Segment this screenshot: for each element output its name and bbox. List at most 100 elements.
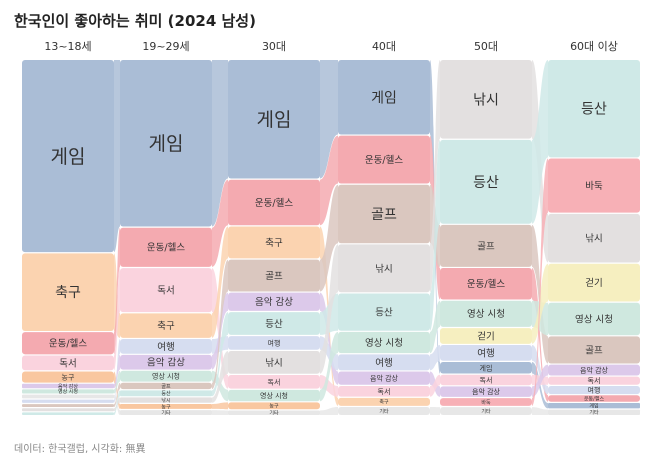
block-운동-헬스-col0 bbox=[22, 332, 114, 355]
block-골프-col1 bbox=[120, 382, 212, 390]
flow-영상-시청-3 bbox=[430, 300, 440, 354]
label-게임-col4: 게임 bbox=[480, 363, 493, 372]
block-운동-헬스-col5 bbox=[548, 395, 640, 402]
label-등산-col1: 등산 bbox=[161, 390, 171, 397]
label-등산-col5: 등산 bbox=[581, 102, 607, 118]
block-낚시-col1 bbox=[120, 397, 212, 403]
block-독서-col5 bbox=[548, 376, 640, 385]
block-여행-col4 bbox=[440, 345, 532, 361]
flow-여행-0 bbox=[114, 339, 120, 403]
label-운동-헬스-col2: 운동/헬스 bbox=[255, 198, 293, 209]
flow-골프-0 bbox=[114, 382, 120, 408]
block-게임-col0 bbox=[22, 60, 114, 253]
block-등산-col2 bbox=[228, 312, 320, 335]
block-음악-감상-col4 bbox=[440, 386, 532, 397]
label-낚시-col5: 낚시 bbox=[585, 234, 602, 245]
label-낚시-col2: 낚시 bbox=[265, 358, 282, 369]
label-운동-헬스-col5: 운동/헬스 bbox=[584, 395, 604, 402]
flow-영상-시청-0 bbox=[114, 370, 120, 394]
block-영상-시청-col2 bbox=[228, 389, 320, 402]
flow-등산-1 bbox=[212, 312, 228, 397]
label-여행-col4: 여행 bbox=[477, 347, 494, 359]
block-기타-col3 bbox=[338, 407, 430, 415]
block-기타-col0 bbox=[22, 394, 114, 399]
label-골프-col3: 골프 bbox=[371, 207, 397, 223]
column-label-0: 13~18세 bbox=[44, 40, 91, 53]
block-기타-col4 bbox=[440, 407, 532, 415]
flow-축구-1 bbox=[212, 226, 228, 338]
label-걷기-col4: 걷기 bbox=[477, 330, 494, 342]
block-여행-col1 bbox=[120, 339, 212, 354]
label-걷기-col5: 걷기 bbox=[585, 277, 602, 289]
label-운동-헬스-col1: 운동/헬스 bbox=[147, 243, 185, 254]
flow-영상-시청-2 bbox=[320, 331, 338, 402]
label-독서-col0: 독서 bbox=[59, 358, 76, 369]
block-바둑-col4 bbox=[440, 398, 532, 406]
block-낚시-col0 bbox=[22, 408, 114, 412]
flow-골프-2 bbox=[320, 184, 338, 292]
label-골프-col2: 골프 bbox=[265, 271, 283, 282]
block-등산-col3 bbox=[338, 293, 430, 331]
block-운동-헬스-col4 bbox=[440, 268, 532, 300]
block-걷기-col5 bbox=[548, 263, 640, 302]
flow-음악-감상-4 bbox=[532, 364, 548, 397]
column-label-5: 60대 이상 bbox=[570, 40, 618, 53]
block-게임-col1 bbox=[120, 60, 212, 227]
block-음악-감상-col2 bbox=[228, 292, 320, 311]
label-축구-col3: 축구 bbox=[379, 399, 389, 406]
column-label-4: 50대 bbox=[474, 40, 498, 53]
column-label-3: 40대 bbox=[372, 40, 396, 53]
block-낚시-col5 bbox=[548, 213, 640, 263]
block-음악-감상-col3 bbox=[338, 371, 430, 385]
label-기타-col3: 기타 bbox=[379, 408, 389, 415]
label-영상-시청-col3: 영상 시청 bbox=[365, 338, 403, 349]
flow-독서-3 bbox=[430, 374, 440, 397]
flow-농구-1 bbox=[212, 402, 228, 410]
label-게임-col3: 게임 bbox=[371, 90, 397, 106]
block-음악-감상-col5 bbox=[548, 364, 640, 376]
label-낚시-col4: 낚시 bbox=[473, 92, 499, 108]
label-골프-col4: 골프 bbox=[477, 241, 495, 252]
block-걷기-col4 bbox=[440, 328, 532, 344]
block-여행-col3 bbox=[338, 354, 430, 371]
label-여행-col2: 여행 bbox=[268, 338, 281, 347]
block-영상-시청-col0 bbox=[22, 389, 114, 394]
block-농구-col2 bbox=[228, 402, 320, 410]
label-골프-col5: 골프 bbox=[585, 345, 603, 356]
block-운동-헬스-col2 bbox=[228, 179, 320, 226]
label-등산-col3: 등산 bbox=[375, 307, 393, 318]
source-note: 데이터: 한국갤럽, 시각화: 無異 bbox=[14, 444, 146, 455]
label-영상-시청-col2: 영상 시청 bbox=[260, 391, 288, 400]
flow-등산-3 bbox=[430, 139, 440, 331]
label-바둑-col4: 바둑 bbox=[481, 399, 491, 406]
block-기타-col2 bbox=[228, 410, 320, 415]
block-등산-col4 bbox=[440, 139, 532, 224]
block-축구-col3 bbox=[338, 397, 430, 406]
label-골프-col1: 골프 bbox=[161, 384, 171, 390]
label-음악-감상-col0: 음악 감상 bbox=[58, 383, 78, 390]
block-여행-col0 bbox=[22, 399, 114, 403]
label-게임-col2: 게임 bbox=[257, 109, 292, 131]
block-등산-col1 bbox=[120, 390, 212, 397]
flow-운동-헬스-0 bbox=[114, 227, 120, 355]
block-기타-col1 bbox=[120, 410, 212, 415]
block-영상-시청-col3 bbox=[338, 331, 430, 354]
label-바둑-col5: 바둑 bbox=[585, 181, 603, 192]
label-음악-감상-col2: 음악 감상 bbox=[255, 296, 293, 308]
flow-독서-0 bbox=[114, 268, 120, 371]
label-게임-col1: 게임 bbox=[149, 133, 184, 155]
block-축구-col0 bbox=[22, 253, 114, 331]
column-label-1: 19~29세 bbox=[142, 40, 189, 53]
label-운동-헬스-col0: 운동/헬스 bbox=[49, 339, 87, 350]
flow-기타-4 bbox=[532, 407, 548, 415]
label-기타-col4: 기타 bbox=[481, 408, 491, 415]
flow-골프-1 bbox=[212, 259, 228, 390]
flow-독서-2 bbox=[320, 374, 338, 397]
label-등산-col4: 등산 bbox=[473, 175, 499, 191]
label-영상-시청-col5: 영상 시청 bbox=[575, 314, 613, 325]
label-독서-col5: 독서 bbox=[588, 376, 601, 385]
label-영상-시청-col0: 영상 시청 bbox=[58, 388, 78, 395]
label-축구-col2: 축구 bbox=[265, 238, 283, 249]
block-운동-헬스-col1 bbox=[120, 227, 212, 267]
label-농구-col1: 농구 bbox=[161, 404, 171, 410]
